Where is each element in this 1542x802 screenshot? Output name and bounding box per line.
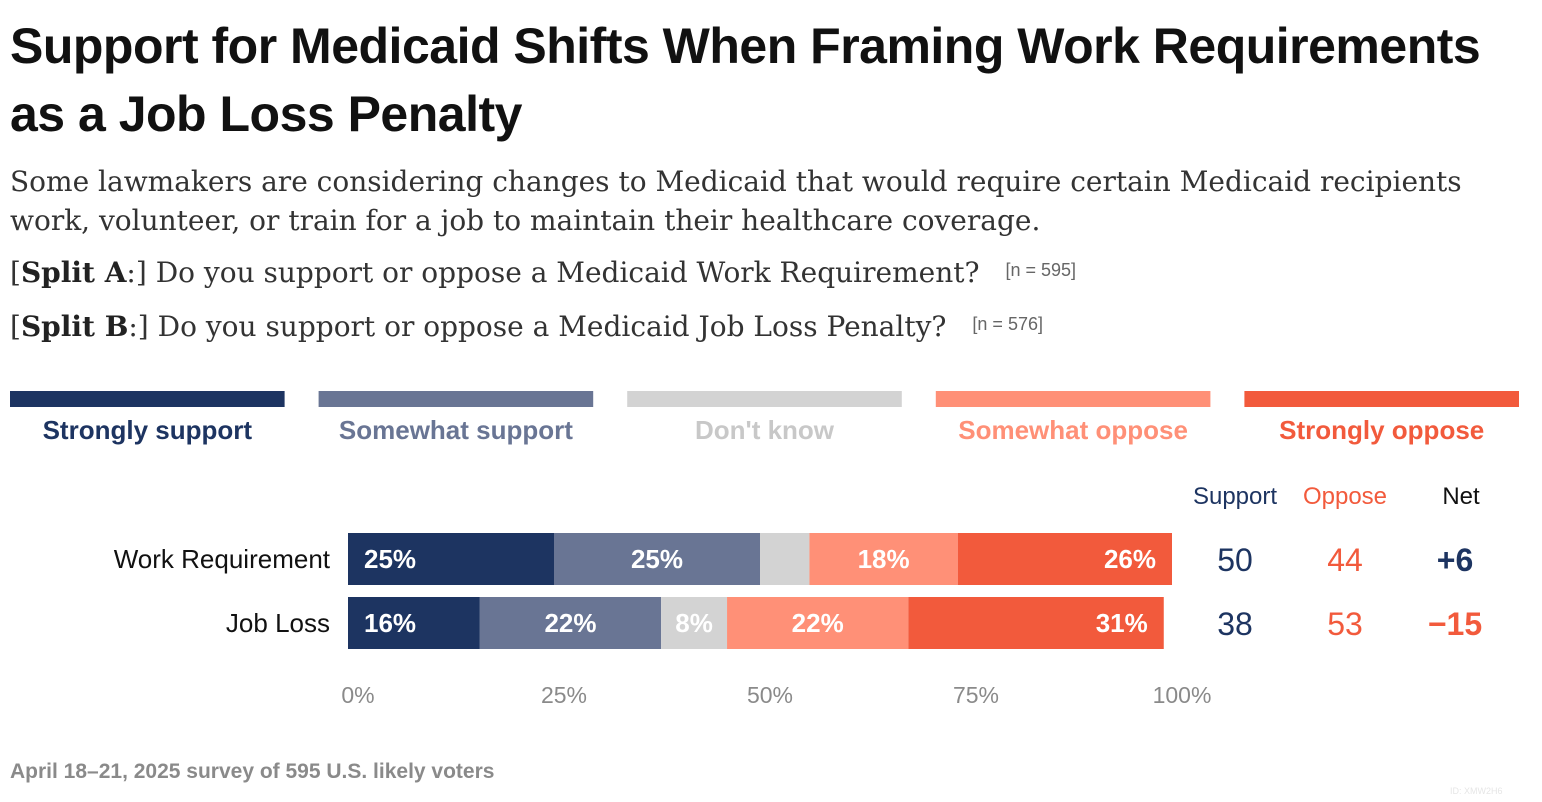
bar-segment-job-loss-somewhat-oppose — [727, 597, 909, 649]
data-label-work-requirement-strongly-support: 25% — [364, 544, 416, 574]
split-b-question: Do you support or oppose a Medicaid Job … — [157, 310, 947, 343]
data-label-job-loss-strongly-oppose: 31% — [1096, 608, 1148, 638]
legend-swatch-somewhat-oppose — [935, 391, 1211, 407]
bar-segment-job-loss-don-t-know — [661, 597, 728, 649]
summary-oppose-value: 53 — [1327, 606, 1363, 642]
legend-label-somewhat-oppose: Somewhat oppose — [958, 415, 1188, 445]
chart-id-watermark: ID: XMW2H6 — [1450, 786, 1503, 796]
split-a-label: Split A — [20, 256, 127, 289]
summary-support-value: 50 — [1217, 542, 1253, 578]
data-label-work-requirement-somewhat-oppose: 18% — [858, 544, 910, 574]
summary-oppose-value: 44 — [1327, 542, 1363, 578]
x-tick-label: 100% — [1153, 682, 1212, 708]
x-tick-label: 50% — [747, 682, 793, 708]
split-a-question: Do you support or oppose a Medicaid Work… — [155, 256, 980, 289]
question-split-a: [Split A:] Do you support or oppose a Me… — [10, 256, 1077, 289]
bar-segment-work-requirement-somewhat-support — [554, 533, 760, 585]
summary-net-value: +6 — [1437, 542, 1473, 578]
split-a-sample-size: [n = 595] — [1005, 260, 1077, 280]
split-b-sample-size: [n = 576] — [972, 314, 1043, 334]
bar-segment-work-requirement-strongly-support — [348, 533, 554, 585]
bar-segment-work-requirement-strongly-oppose — [957, 533, 1172, 585]
legend-swatch-strongly-oppose — [1244, 391, 1519, 407]
data-label-job-loss-somewhat-oppose: 22% — [792, 608, 844, 638]
chart-title: Support for Medicaid Shifts When Framing… — [10, 18, 1481, 142]
summary-header-net: Net — [1442, 483, 1480, 510]
bar-segment-job-loss-strongly-oppose — [908, 597, 1164, 649]
data-label-job-loss-strongly-support: 16% — [364, 608, 416, 638]
data-label-work-requirement-somewhat-support: 25% — [631, 544, 683, 574]
data-label-job-loss-somewhat-support: 22% — [544, 608, 596, 638]
chart-subtitle: Some lawmakers are considering changes t… — [10, 165, 1462, 237]
legend-label-strongly-oppose: Strongly oppose — [1279, 415, 1484, 445]
summary-net-value: −15 — [1428, 606, 1482, 642]
split-b-label: Split B — [20, 310, 129, 343]
legend-label-strongly-support: Strongly support — [43, 415, 253, 445]
summary-header-oppose: Oppose — [1303, 483, 1387, 510]
summary-header-support: Support — [1193, 483, 1277, 510]
bar-segment-job-loss-strongly-support — [348, 597, 480, 649]
source-footnote: April 18–21, 2025 survey of 595 U.S. lik… — [10, 760, 495, 783]
legend-swatch-strongly-support — [10, 391, 285, 407]
bar-segment-job-loss-somewhat-support — [479, 597, 662, 649]
legend-swatch-somewhat-support — [318, 391, 594, 407]
question-split-b: [Split B:] Do you support or oppose a Me… — [10, 310, 1043, 343]
legend-label-don-t-know: Don't know — [695, 415, 835, 445]
x-tick-label: 0% — [341, 682, 374, 708]
summary-support-value: 38 — [1217, 606, 1253, 642]
bar-segment-work-requirement-don-t-know — [760, 533, 810, 585]
x-tick-label: 25% — [541, 682, 587, 708]
x-tick-label: 75% — [953, 682, 999, 708]
legend-label-somewhat-support: Somewhat support — [339, 415, 573, 445]
category-label-job-loss: Job Loss — [226, 608, 330, 638]
data-label-job-loss-don-t-know: 8% — [675, 608, 713, 638]
data-label-work-requirement-strongly-oppose: 26% — [1104, 544, 1156, 574]
legend-swatch-don-t-know — [627, 391, 902, 407]
bar-segment-work-requirement-somewhat-oppose — [809, 533, 958, 585]
category-label-work-requirement: Work Requirement — [114, 544, 331, 574]
